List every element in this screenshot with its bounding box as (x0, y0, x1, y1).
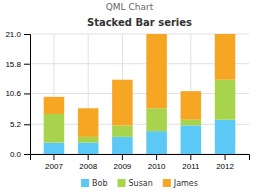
legend-label: James (173, 179, 198, 188)
bar (44, 143, 65, 154)
tick: 10.6 (5, 89, 30, 98)
tick-mark (225, 154, 226, 160)
tick: 2009 (113, 154, 131, 171)
tick-label: 2012 (216, 162, 234, 171)
y-axis: 0.0 5.2 10.6 15.8 21.0 (5, 30, 30, 159)
bar (146, 131, 167, 154)
legend-item: Susan (118, 179, 153, 188)
bar (44, 97, 65, 114)
tick: 0.0 (10, 150, 30, 159)
bar (112, 80, 133, 126)
tick-mark (190, 154, 191, 160)
bar (181, 125, 202, 154)
bar (181, 91, 202, 120)
tick-label: 10.6 (5, 89, 21, 98)
tick: 5.2 (10, 120, 30, 129)
bar-series (44, 80, 236, 143)
legend-item: Bob (81, 179, 107, 188)
legend-swatch (118, 179, 126, 187)
x-axis: 2007 2008 2009 2010 2011 2012 (31, 154, 250, 171)
tick-label: 2007 (45, 162, 63, 171)
bar (78, 137, 99, 143)
tick-mark (156, 154, 157, 160)
axis-line (31, 155, 250, 161)
tick: 2011 (182, 154, 200, 171)
bar (215, 80, 236, 120)
tick-label: 21.0 (5, 30, 21, 39)
bar (215, 120, 236, 154)
bar (181, 120, 202, 126)
tick-mark (122, 154, 123, 160)
tick: 21.0 (5, 30, 30, 39)
tick-mark (24, 93, 30, 94)
bar-series (44, 34, 236, 137)
bar (146, 108, 167, 131)
legend-label: Susan (129, 179, 153, 188)
tick-label: 15.8 (5, 60, 21, 69)
tick: 2010 (148, 154, 166, 171)
tick-mark (24, 64, 30, 65)
bar (44, 114, 65, 143)
axis-line (24, 35, 31, 155)
tick-label: 2009 (113, 162, 131, 171)
tick-label: 5.2 (10, 120, 22, 129)
bar-series (44, 120, 236, 154)
legend-swatch (163, 179, 171, 187)
plot: 0.05.210.615.821.02007200820092010201120… (5, 30, 249, 171)
annotation: QML Chart (106, 2, 154, 12)
legend: Bob Susan James (81, 179, 198, 188)
bar (78, 108, 99, 137)
tick-mark (24, 124, 30, 125)
tick-mark (88, 154, 89, 160)
bar (112, 125, 133, 136)
tick: 2007 (45, 154, 63, 171)
bar (215, 34, 236, 80)
bar (78, 143, 99, 154)
tick: 15.8 (5, 60, 30, 69)
tick: 2012 (216, 154, 234, 171)
grid (30, 34, 249, 154)
tick-label: 0.0 (10, 150, 22, 159)
tick-label: 2008 (79, 162, 97, 171)
legend-swatch (81, 179, 89, 187)
chart-title: Stacked Bar series (87, 17, 192, 28)
legend-label: Bob (92, 179, 107, 188)
bar (112, 137, 133, 154)
tick: 2008 (79, 154, 97, 171)
legend-item: James (163, 179, 198, 188)
tick-mark (53, 154, 54, 160)
bar (146, 34, 167, 108)
tick-mark (24, 34, 30, 35)
bars (44, 34, 236, 154)
tick-label: 2010 (148, 162, 166, 171)
chart: QML Chart Stacked Bar series 0.0 5.2 10.6 15.… (0, 0, 259, 194)
tick-mark (24, 154, 30, 155)
tick-label: 2011 (182, 162, 200, 171)
